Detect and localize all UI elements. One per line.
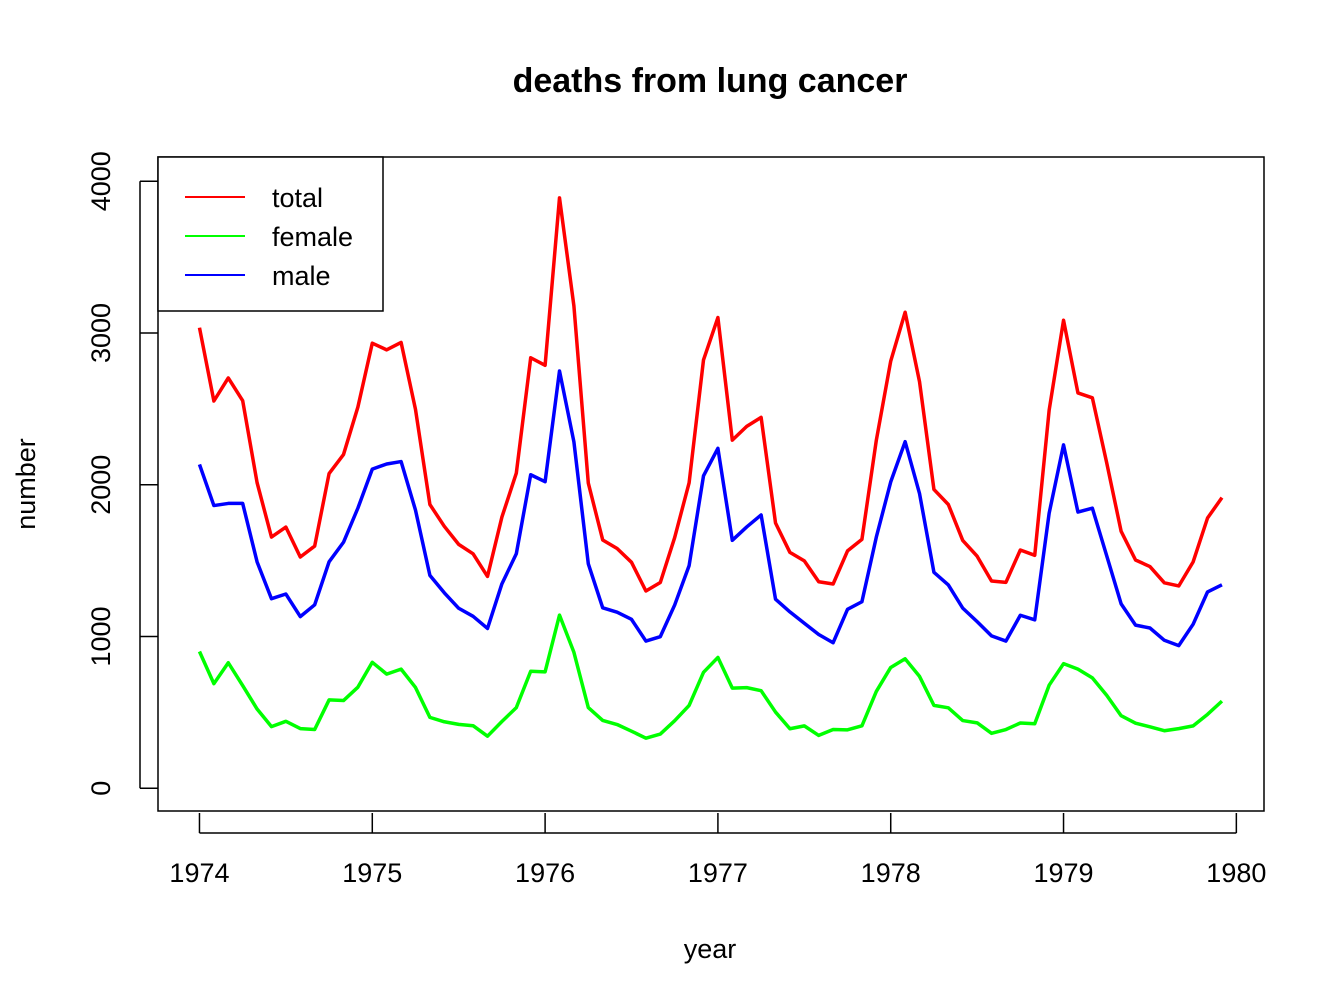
x-tick-label: 1977 <box>688 858 748 888</box>
x-tick-label: 1978 <box>861 858 921 888</box>
series-line-male <box>197 369 1223 648</box>
chart-title: deaths from lung cancer <box>513 62 908 100</box>
series-line-total <box>197 196 1224 593</box>
x-axis-title: year <box>684 934 737 964</box>
legend-label-female: female <box>272 222 353 252</box>
x-tick-label: 1979 <box>1033 858 1093 888</box>
legend-items: total female male <box>185 183 353 291</box>
x-tick-label: 1976 <box>515 858 575 888</box>
y-tick-label: 1000 <box>86 606 116 666</box>
legend: total female male <box>157 156 384 312</box>
series-line-female <box>197 613 1224 740</box>
series-layer <box>197 196 1224 740</box>
x-axis-ticks: 1974 1975 1976 1977 1978 1979 1980 <box>169 813 1266 888</box>
y-tick-label: 3000 <box>86 303 116 363</box>
legend-box <box>157 156 384 312</box>
y-axis-title: number <box>11 438 41 530</box>
legend-label-total: total <box>272 183 323 213</box>
y-tick-label: 2000 <box>86 455 116 515</box>
y-tick-label: 4000 <box>86 151 116 211</box>
x-tick-label: 1974 <box>169 858 229 888</box>
x-tick-label: 1975 <box>342 858 402 888</box>
y-axis-ticks: 0 1000 2000 3000 4000 <box>86 151 158 796</box>
y-tick-label: 0 <box>86 781 116 796</box>
plot-frame <box>157 156 1265 812</box>
legend-label-male: male <box>272 261 331 291</box>
x-tick-label: 1980 <box>1206 858 1266 888</box>
